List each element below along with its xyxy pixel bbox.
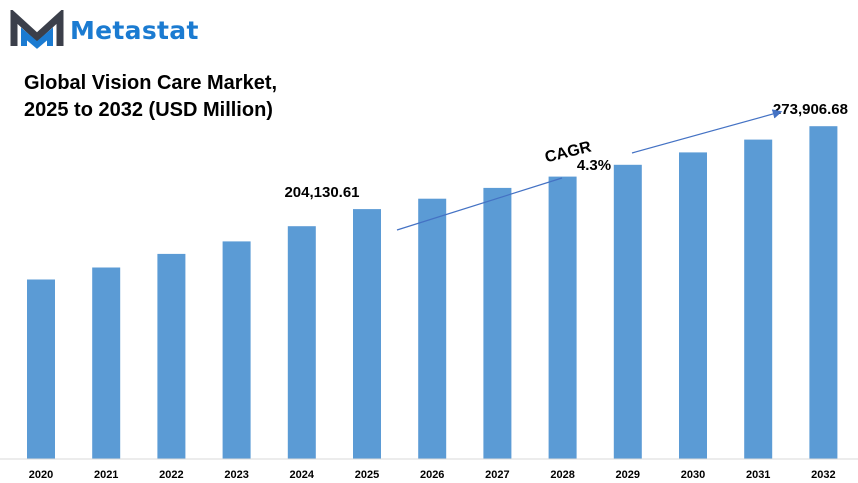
bar-2020 bbox=[27, 279, 55, 459]
bars-group bbox=[27, 126, 838, 460]
x-tick-label-2031: 2031 bbox=[746, 469, 770, 481]
metastat-logo-icon bbox=[10, 10, 64, 49]
bar-2022 bbox=[157, 253, 186, 459]
data-label-2025: 204,130.61 bbox=[284, 184, 359, 201]
bar-2032 bbox=[809, 126, 838, 459]
brand-name: Metastat bbox=[70, 15, 199, 45]
x-tick-label-2029: 2029 bbox=[616, 469, 640, 481]
bar-2031 bbox=[744, 139, 773, 459]
data-label-2032: 273,906.68 bbox=[773, 101, 848, 118]
bar-2023 bbox=[222, 241, 251, 459]
x-tick-label-2024: 2024 bbox=[290, 469, 315, 481]
chart-title: Global Vision Care Market, 2025 to 2032 … bbox=[24, 70, 277, 124]
bar-2021 bbox=[92, 267, 121, 459]
cagr-annotation: CAGR 4.3% bbox=[396, 109, 783, 231]
bar-2029 bbox=[613, 164, 642, 460]
x-tick-label-2022: 2022 bbox=[159, 469, 183, 481]
x-tick-label-2020: 2020 bbox=[29, 469, 53, 481]
bar-2027 bbox=[483, 187, 512, 459]
x-tick-label-2023: 2023 bbox=[224, 469, 248, 481]
x-tick-label-2026: 2026 bbox=[420, 469, 444, 481]
cagr-arrow-line-2 bbox=[631, 109, 783, 154]
x-tick-label-2030: 2030 bbox=[681, 469, 705, 481]
cagr-arrow-line-1 bbox=[396, 177, 563, 231]
bar-2026 bbox=[418, 198, 447, 459]
chart-title-line-1: Global Vision Care Market, bbox=[24, 72, 278, 94]
x-tick-label-2021: 2021 bbox=[94, 469, 118, 481]
x-tick-label-2025: 2025 bbox=[355, 469, 379, 481]
x-tick-labels: 2020 2021 2022 2023 2024 2025 2026 2027 2028 2029… bbox=[29, 469, 836, 481]
x-tick-label-2027: 2027 bbox=[485, 469, 509, 481]
x-tick-label-2028: 2028 bbox=[550, 469, 574, 481]
brand-logo: Metastat bbox=[10, 8, 199, 52]
bar-2024 bbox=[287, 226, 316, 459]
chart-title-line-2: 2025 to 2032 (USD Million) bbox=[24, 99, 273, 121]
bar-2025 bbox=[353, 209, 381, 459]
bar-2028 bbox=[548, 176, 577, 459]
bar-2030 bbox=[679, 152, 707, 459]
data-labels: 204,130.61 273,906.68 bbox=[284, 101, 848, 201]
x-tick-label-2032: 2032 bbox=[811, 469, 835, 481]
cagr-value: 4.3% bbox=[577, 157, 611, 174]
